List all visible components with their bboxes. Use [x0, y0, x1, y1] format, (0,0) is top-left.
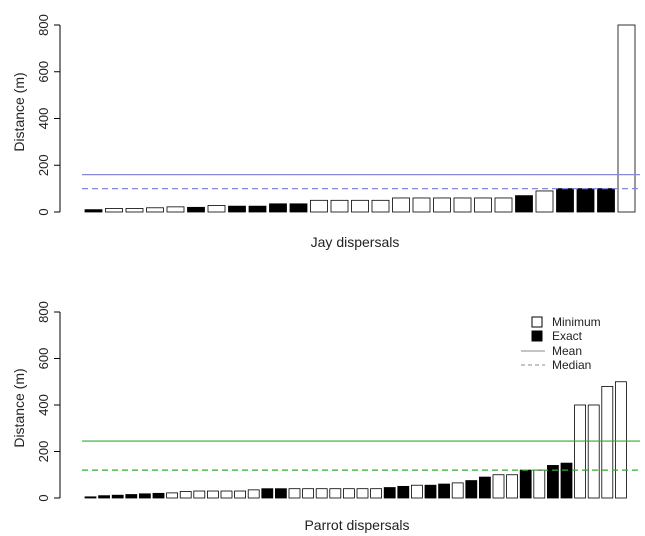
jay-bar-exact — [576, 188, 595, 213]
parrot-bar-minimum — [587, 404, 600, 499]
parrot-bar-minimum — [370, 488, 383, 499]
jay-y-axis-title: Distance (m) — [11, 72, 27, 151]
jay-bars — [84, 24, 636, 213]
parrot-y-axis-title: Distance (m) — [11, 368, 27, 447]
jay-y-tick-label: 0 — [36, 208, 51, 215]
jay-panel: 0 200 400 600 800 Distance (m) Jay dispersal… — [11, 14, 640, 250]
legend-minimum-swatch — [531, 316, 543, 328]
parrot-y-tick-label: 400 — [36, 394, 51, 416]
jay-bar-minimum — [392, 197, 410, 213]
parrot-bar-exact — [152, 492, 165, 499]
parrot-y-tick-label: 800 — [36, 301, 51, 323]
parrot-bar-minimum — [247, 489, 260, 499]
jay-bar-minimum — [412, 197, 431, 213]
parrot-bar-minimum — [451, 482, 464, 499]
jay-bar-minimum — [535, 190, 554, 213]
parrot-bar-exact — [560, 462, 573, 499]
legend-exact-swatch — [531, 330, 543, 342]
parrot-bar-exact — [84, 496, 97, 499]
parrot-bar-minimum — [601, 385, 614, 499]
parrot-bar-exact — [125, 494, 138, 499]
jay-bar-minimum — [207, 205, 226, 213]
parrot-bar-exact — [274, 488, 287, 499]
jay-bar-minimum — [166, 206, 185, 213]
jay-bar-exact — [289, 203, 308, 213]
jay-bar-exact — [597, 188, 615, 213]
parrot-bar-exact — [111, 494, 124, 499]
jay-bar-exact — [515, 195, 533, 213]
jay-bar-exact — [228, 205, 246, 213]
parrot-bar-exact — [397, 485, 410, 499]
parrot-reference-lines — [82, 440, 640, 471]
parrot-y-tick-label: 0 — [36, 494, 51, 501]
jay-bar-minimum — [330, 199, 349, 213]
jay-y-tick-label: 800 — [36, 14, 51, 36]
jay-bar-minimum — [453, 197, 472, 213]
parrot-panel: 0 200 400 600 800 Distance (m) Parrot disper… — [11, 301, 640, 533]
legend: Minimum Exact Mean Median — [521, 315, 601, 372]
legend-minimum-label: Minimum — [552, 315, 601, 329]
legend-median-label: Median — [552, 358, 591, 372]
parrot-bar-minimum — [410, 484, 423, 499]
parrot-bar-minimum — [533, 469, 546, 499]
legend-exact-label: Exact — [552, 329, 583, 343]
jay-bar-exact — [556, 188, 574, 213]
jay-bar-exact — [187, 206, 205, 213]
parrot-bar-minimum — [193, 490, 206, 499]
parrot-y-tick-label: 200 — [36, 441, 51, 463]
parrot-bar-minimum — [315, 488, 328, 499]
jay-bar-minimum — [125, 208, 144, 213]
jay-y-tick-label: 200 — [36, 154, 51, 176]
parrot-x-axis-title: Parrot dispersals — [304, 517, 409, 533]
parrot-bar-exact — [138, 493, 151, 499]
parrot-bar-minimum — [179, 491, 192, 499]
parrot-bar-exact — [424, 484, 437, 499]
parrot-bar-minimum — [615, 381, 627, 499]
jay-reference-lines — [82, 174, 640, 190]
jay-bar-exact — [248, 205, 267, 213]
jay-bar-exact — [84, 209, 103, 213]
parrot-bar-minimum — [288, 488, 301, 499]
jay-bar-minimum — [105, 208, 123, 213]
parrot-bar-minimum — [506, 474, 519, 499]
parrot-y-axis: 0 200 400 600 800 — [36, 301, 61, 502]
parrot-bar-exact — [261, 488, 274, 499]
jay-y-tick-label: 400 — [36, 108, 51, 130]
jay-bar-minimum — [474, 197, 492, 213]
parrot-bar-exact — [478, 476, 491, 499]
parrot-bar-minimum — [234, 490, 247, 499]
jay-bar-minimum — [494, 197, 513, 213]
jay-bar-minimum — [351, 199, 369, 213]
parrot-bar-minimum — [492, 474, 505, 499]
jay-bar-exact — [269, 203, 287, 213]
jay-x-axis-title: Jay dispersals — [311, 234, 400, 250]
jay-bar-minimum — [433, 197, 451, 213]
parrot-bar-exact — [98, 495, 110, 499]
parrot-y-tick-label: 600 — [36, 348, 51, 370]
jay-bar-minimum — [146, 207, 164, 213]
parrot-bar-exact — [519, 469, 532, 499]
legend-mean-label: Mean — [552, 344, 582, 358]
parrot-bar-exact — [383, 487, 396, 499]
jay-bar-minimum — [617, 24, 636, 213]
parrot-bar-minimum — [166, 492, 179, 499]
parrot-bar-minimum — [574, 404, 586, 499]
parrot-bars — [84, 381, 627, 499]
parrot-bar-minimum — [329, 488, 342, 499]
parrot-bar-minimum — [342, 488, 355, 499]
jay-y-axis: 0 200 400 600 800 — [36, 14, 61, 216]
parrot-bar-exact — [465, 480, 478, 499]
jay-bar-minimum — [310, 199, 328, 213]
parrot-bar-exact — [547, 465, 559, 499]
parrot-bar-minimum — [302, 488, 315, 499]
parrot-bar-minimum — [356, 488, 369, 499]
jay-y-tick-label: 600 — [36, 61, 51, 83]
parrot-bar-minimum — [206, 490, 219, 499]
jay-bar-minimum — [371, 199, 390, 213]
parrot-bar-exact — [438, 483, 451, 499]
parrot-bar-minimum — [220, 490, 233, 499]
